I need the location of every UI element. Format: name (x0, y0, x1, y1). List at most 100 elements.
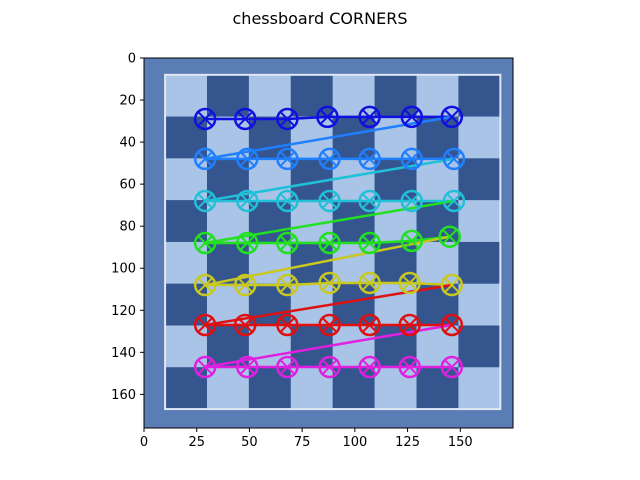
corner-cross (197, 193, 213, 209)
corner-cross (404, 233, 420, 249)
corner-point (236, 147, 259, 171)
corner-circle (318, 147, 341, 171)
corner-cross (321, 275, 338, 291)
corner-point (358, 147, 381, 171)
board-square (416, 158, 459, 201)
corner-circle (318, 355, 341, 379)
corner-cross (237, 317, 253, 333)
corner-row-link (204, 157, 455, 203)
board-square (248, 283, 291, 326)
corner-cross (239, 193, 256, 209)
axis-ticks: 0 25 50 75 100 125 150 0 20 40 60 80 100 120 140 160 (111, 52, 473, 451)
corner-cross (361, 359, 378, 375)
corner-circle (398, 313, 421, 337)
board-square (332, 241, 375, 284)
board-square (458, 200, 501, 242)
corner-circle (358, 105, 381, 129)
board-edge (164, 73, 502, 411)
y-tick-label: 80 (119, 220, 136, 235)
corner-circle (440, 105, 464, 129)
corner-cross (321, 151, 338, 167)
corner-point (438, 225, 461, 248)
corner-point (400, 229, 424, 253)
corner-markers (193, 105, 466, 379)
x-tick-label: 100 (342, 435, 367, 450)
board-square (458, 241, 501, 284)
corner-point (233, 107, 257, 131)
board-square (416, 74, 459, 117)
y-tick-label: 40 (119, 136, 136, 151)
corner-point (233, 273, 257, 297)
corner-cross (361, 109, 378, 125)
corner-circle (193, 189, 217, 213)
corner-cross (404, 151, 420, 167)
corner-point (358, 189, 381, 213)
corner-circle (193, 147, 217, 171)
corner-circle (276, 273, 299, 297)
corner-cross (197, 277, 213, 293)
corner-circle (358, 189, 381, 213)
corner-circle (193, 355, 217, 379)
y-tick-label: 100 (111, 262, 136, 277)
x-tick-label: 150 (448, 435, 473, 450)
corner-point (318, 189, 341, 213)
board-square (416, 241, 459, 284)
y-tick-label: 140 (111, 346, 136, 361)
corner-point (193, 355, 217, 379)
corner-circle (440, 313, 464, 337)
corner-cross (446, 151, 462, 167)
corner-cross (361, 235, 378, 251)
corner-point (276, 273, 299, 297)
corner-point (318, 231, 341, 255)
corner-row-link (204, 199, 455, 245)
y-tick-label: 120 (111, 304, 136, 319)
board-square (458, 74, 501, 117)
corner-point (400, 105, 424, 129)
board-square (332, 367, 375, 410)
corner-point (193, 313, 217, 337)
corner-cross (361, 317, 378, 333)
axes-frame (143, 57, 514, 429)
corner-point (193, 273, 217, 297)
corner-cross (319, 109, 336, 125)
x-tick-label: 50 (241, 435, 258, 450)
board-square (374, 283, 417, 326)
corner-circle (193, 313, 217, 337)
corner-row-link (204, 323, 453, 369)
corner-circle (318, 271, 341, 295)
corner-circle (233, 107, 257, 131)
corner-point (358, 355, 381, 379)
board-square (332, 283, 375, 326)
corner-cross (321, 235, 338, 251)
corner-cross (404, 193, 420, 209)
corner-circle (442, 147, 466, 171)
board-square (374, 158, 417, 201)
board-square (458, 283, 501, 326)
corner-cross (321, 359, 338, 375)
corner-circle (358, 231, 381, 255)
corner-point (440, 273, 464, 297)
corner-circle (318, 313, 341, 337)
corner-cross (279, 193, 296, 209)
board-square (458, 325, 501, 368)
plot-area (143, 57, 514, 429)
corner-point (193, 147, 217, 171)
corner-cross (197, 235, 213, 251)
corner-point (358, 271, 381, 295)
corner-cross (444, 109, 460, 125)
corner-cross (446, 193, 462, 209)
board-square (332, 325, 375, 368)
corner-circle (236, 231, 259, 255)
corner-circle (400, 105, 424, 129)
corner-cross (197, 359, 213, 375)
corner-point (236, 355, 259, 379)
corner-row-link (204, 115, 453, 161)
corner-cross (444, 317, 460, 333)
board-square (165, 367, 207, 410)
corner-circle (398, 355, 421, 379)
corner-point (442, 189, 466, 213)
corner-cross (197, 151, 213, 167)
board-square (458, 116, 501, 159)
corner-point (193, 189, 217, 213)
